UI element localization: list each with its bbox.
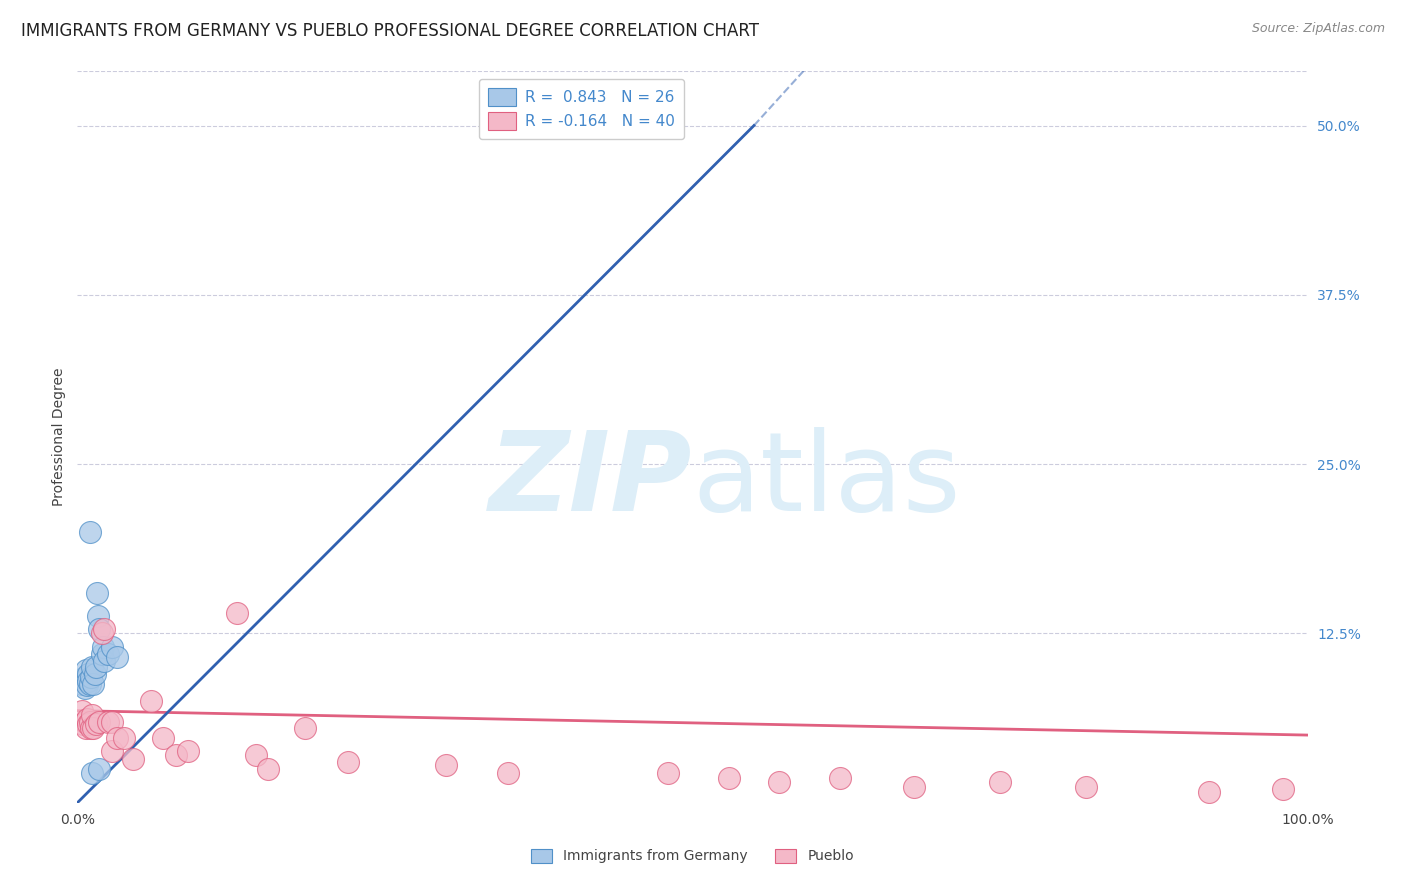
Point [75,721,97,735]
Point [70,704,93,718]
Point [830,772,852,786]
Point [73,714,96,729]
Text: ZIP: ZIP [489,427,693,534]
Point [80,721,103,735]
Point [152,731,174,745]
Point [79,676,101,690]
Point [93,623,115,637]
Point [245,748,267,763]
Point [77,667,100,681]
Point [84,717,107,731]
Point [77,717,100,731]
Point [436,757,458,772]
Point [657,766,679,780]
Point [76,678,98,692]
Point [86,586,108,600]
Point [177,744,200,758]
Point [70,676,93,690]
Point [84,660,107,674]
Point [988,775,1011,789]
Point [89,762,111,776]
Point [77,673,100,688]
Point [82,721,104,735]
Point [79,714,101,729]
Text: atlas: atlas [693,427,960,534]
Point [75,670,97,684]
Point [1198,785,1220,799]
Text: Source: ZipAtlas.com: Source: ZipAtlas.com [1251,22,1385,36]
Point [226,606,249,620]
Legend: Immigrants from Germany, Pueblo: Immigrants from Germany, Pueblo [526,843,859,869]
Point [75,663,97,677]
Point [79,524,101,539]
Point [73,681,96,695]
Text: IMMIGRANTS FROM GERMANY VS PUEBLO PROFESSIONAL DEGREE CORRELATION CHART: IMMIGRANTS FROM GERMANY VS PUEBLO PROFES… [21,22,759,40]
Point [121,752,143,766]
Point [90,647,114,661]
Point [82,707,104,722]
Point [768,775,790,789]
Point [141,694,163,708]
Y-axis label: Professional Degree: Professional Degree [52,368,66,507]
Point [105,649,128,664]
Point [97,647,120,661]
Point [91,640,114,654]
Point [76,712,98,726]
Point [101,744,124,758]
Point [1272,782,1295,797]
Point [903,780,925,794]
Point [294,721,316,735]
Point [72,717,94,731]
Point [165,748,187,763]
Point [101,714,124,729]
Point [97,714,120,729]
Point [83,667,105,681]
Point [72,671,94,685]
Point [1076,780,1098,794]
Point [89,623,111,637]
Point [337,755,360,769]
Point [80,670,103,684]
Point [87,608,110,623]
Point [90,626,114,640]
Point [496,766,519,780]
Point [257,762,280,776]
Point [82,766,104,780]
Point [101,640,124,654]
Point [718,772,741,786]
Point [82,676,104,690]
Point [89,714,111,729]
Point [82,660,104,674]
Point [112,731,135,745]
Point [105,731,128,745]
Point [93,654,115,668]
